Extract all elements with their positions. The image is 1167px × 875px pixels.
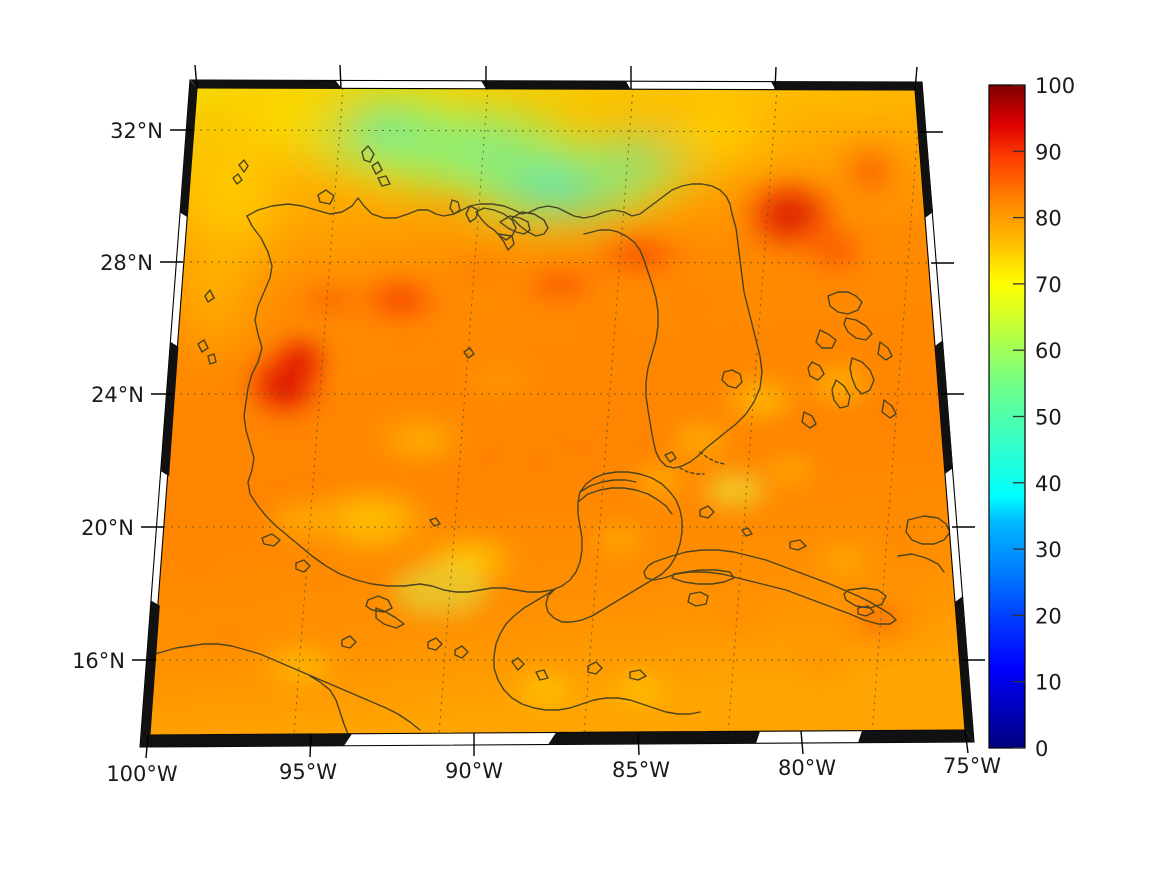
x-tick-label: 100°W: [106, 762, 178, 786]
colorbar-tick-label: 40: [1035, 472, 1062, 496]
x-tick-label: 75°W: [943, 754, 1001, 778]
colorbar-tick-label: 90: [1035, 140, 1062, 164]
colorbar-ticks: [1013, 84, 1025, 749]
colorbar-tick-label: 0: [1035, 737, 1048, 761]
y-tick-label: 32°N: [110, 119, 163, 143]
colorbar-tick-label: 30: [1035, 538, 1062, 562]
x-tick-label: 95°W: [279, 760, 337, 784]
y-tick-label: 24°N: [91, 383, 144, 407]
axis-ticks: [132, 64, 985, 759]
y-tick-label: 28°N: [100, 251, 153, 275]
y-tick-labels: 32°N 28°N 24°N 20°N 16°N: [72, 119, 163, 673]
colorbar-tick-label: 60: [1035, 339, 1062, 363]
x-tick-label: 90°W: [445, 759, 503, 783]
colorbar-tick-label: 10: [1035, 671, 1062, 695]
coastlines: [148, 145, 951, 735]
x-tick-label: 80°W: [778, 756, 836, 780]
colorbar[interactable]: 0 10 20 30 40 50 60 70 80 90 100: [988, 74, 1075, 761]
colorbar-tick-label: 70: [1035, 273, 1062, 297]
x-tick-label: 85°W: [612, 758, 670, 782]
map-data-field: [148, 88, 965, 735]
x-tick-labels: 100°W 95°W 90°W 85°W 80°W 75°W: [106, 754, 1001, 786]
map-border: [139, 79, 975, 748]
colorbar-tick-label: 20: [1035, 604, 1062, 628]
colorbar-tick-label: 50: [1035, 406, 1062, 430]
colorbar-tick-label: 80: [1035, 207, 1062, 231]
graticule: [155, 88, 962, 735]
colorbar-tick-label: 100: [1035, 74, 1075, 98]
y-tick-label: 20°N: [81, 516, 134, 540]
y-tick-label: 16°N: [72, 649, 125, 673]
colorbar-tick-labels: 0 10 20 30 40 50 60 70 80 90 100: [1035, 74, 1075, 761]
